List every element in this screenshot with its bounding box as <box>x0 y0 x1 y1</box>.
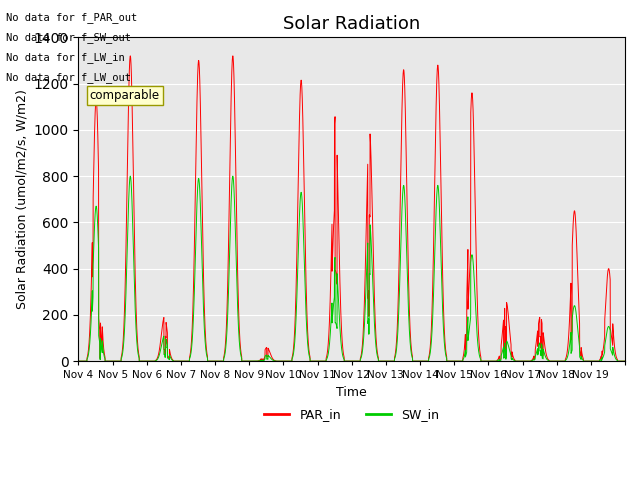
PAR_in <box>102 358 109 364</box>
SW_in <box>127 173 134 179</box>
Legend: PAR_in, SW_in: PAR_in, SW_in <box>259 403 444 426</box>
Y-axis label: Solar Radiation (umol/m2/s, W/m2): Solar Radiation (umol/m2/s, W/m2) <box>15 89 28 309</box>
Text: No data for f_SW_out: No data for f_SW_out <box>6 32 131 43</box>
SW_in <box>509 357 516 362</box>
Text: No data for f_LW_in: No data for f_LW_in <box>6 52 125 63</box>
SW_in <box>75 358 83 364</box>
SW_in <box>273 358 280 364</box>
Text: No data for f_PAR_out: No data for f_PAR_out <box>6 12 138 23</box>
SW_in <box>102 358 109 364</box>
PAR_in <box>398 110 406 116</box>
SW_in <box>621 358 629 364</box>
PAR_in <box>127 53 134 59</box>
SW_in <box>480 358 488 364</box>
SW_in <box>422 358 429 364</box>
X-axis label: Time: Time <box>337 386 367 399</box>
PAR_in <box>509 353 516 359</box>
SW_in <box>398 209 406 215</box>
Line: PAR_in: PAR_in <box>79 56 625 361</box>
PAR_in <box>422 358 429 364</box>
Title: Solar Radiation: Solar Radiation <box>283 15 420 33</box>
PAR_in <box>480 358 488 364</box>
Text: No data for f_LW_out: No data for f_LW_out <box>6 72 131 84</box>
Line: SW_in: SW_in <box>79 176 625 361</box>
PAR_in <box>273 358 280 364</box>
PAR_in <box>75 358 83 364</box>
PAR_in <box>621 358 629 364</box>
Text: comparable: comparable <box>90 89 160 102</box>
